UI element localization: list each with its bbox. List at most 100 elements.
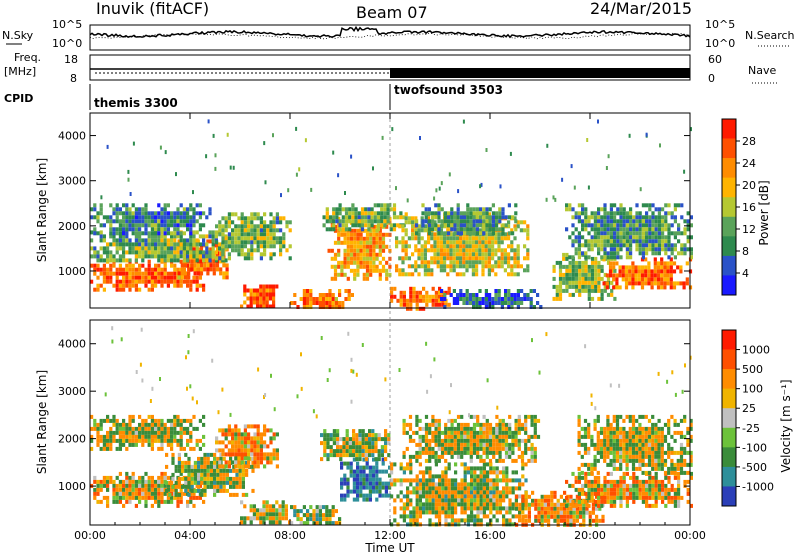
heatmap-cell bbox=[157, 483, 161, 488]
heatmap-cell bbox=[372, 469, 376, 474]
heatmap-cell bbox=[128, 219, 132, 224]
heatmap-cell bbox=[209, 476, 213, 481]
freq-axis-bottom: 8 bbox=[70, 72, 77, 85]
heatmap-cell bbox=[498, 502, 502, 507]
heatmap-cell bbox=[581, 223, 585, 228]
nsearch-label: N.Search bbox=[745, 29, 795, 42]
heatmap-cell bbox=[381, 236, 386, 241]
heatmap-cell bbox=[478, 301, 482, 305]
heatmap-cell bbox=[473, 490, 477, 495]
heatmap-cell bbox=[650, 269, 654, 274]
heatmap-cell bbox=[256, 512, 260, 517]
heatmap-cell bbox=[299, 521, 303, 526]
heatmap-cell bbox=[500, 252, 504, 257]
heatmap-cell bbox=[192, 254, 196, 259]
heatmap-cell bbox=[518, 486, 522, 491]
heatmap-cell bbox=[182, 430, 186, 435]
heatmap-cell bbox=[434, 302, 438, 307]
heatmap-cell bbox=[428, 298, 432, 303]
heatmap-cell bbox=[497, 248, 501, 253]
heatmap-cell bbox=[504, 442, 509, 447]
heatmap-cell bbox=[485, 434, 489, 439]
heatmap-cell bbox=[609, 207, 613, 212]
heatmap-cell bbox=[131, 223, 135, 228]
heatmap-cell bbox=[243, 240, 247, 245]
heatmap-cell bbox=[415, 422, 419, 427]
heatmap-cell bbox=[215, 436, 219, 441]
heatmap-cell bbox=[417, 228, 421, 233]
heatmap-cell bbox=[433, 196, 436, 201]
heatmap-cell bbox=[632, 219, 636, 224]
heatmap-cell bbox=[517, 442, 521, 447]
heatmap-cell bbox=[189, 495, 193, 500]
heatmap-cell bbox=[125, 267, 129, 272]
heatmap-cell bbox=[186, 223, 190, 228]
heatmap-cell bbox=[651, 243, 655, 248]
heatmap-cell bbox=[503, 236, 507, 241]
heatmap-cell bbox=[423, 244, 427, 249]
heatmap-cell bbox=[187, 275, 191, 280]
heatmap-cell bbox=[134, 238, 138, 243]
heatmap-cell bbox=[450, 211, 454, 216]
heatmap-cell bbox=[221, 236, 225, 241]
heatmap-cell bbox=[225, 267, 229, 272]
heatmap-cell bbox=[471, 256, 475, 261]
heatmap-cell bbox=[134, 254, 138, 259]
heatmap-cell bbox=[252, 516, 256, 521]
heatmap-cell bbox=[131, 219, 135, 224]
heatmap-cell bbox=[189, 254, 193, 259]
heatmap-cell bbox=[302, 505, 306, 510]
heatmap-cell bbox=[377, 449, 381, 454]
heatmap-cell bbox=[203, 492, 207, 497]
heatmap-cell bbox=[373, 203, 377, 208]
heatmap-cell bbox=[600, 268, 604, 273]
heatmap-cell bbox=[489, 470, 493, 475]
heatmap-cell bbox=[406, 490, 410, 495]
heatmap-cell bbox=[485, 446, 489, 451]
heatmap-cell bbox=[637, 265, 641, 270]
heatmap-cell bbox=[663, 269, 667, 274]
heatmap-cell bbox=[138, 227, 142, 232]
heatmap-cell bbox=[375, 256, 379, 261]
heatmap-cell bbox=[333, 240, 338, 245]
heatmap-cell bbox=[402, 510, 406, 515]
heatmap-cell bbox=[654, 235, 658, 240]
heatmap-cell bbox=[184, 480, 188, 485]
heatmap-cell bbox=[667, 243, 671, 248]
heatmap-cell bbox=[332, 150, 335, 155]
heatmap-cell bbox=[166, 483, 170, 488]
heatmap-cell bbox=[132, 141, 135, 146]
heatmap-cell bbox=[262, 288, 266, 293]
heatmap-cell bbox=[482, 486, 486, 491]
heatmap-cell bbox=[524, 506, 528, 511]
heatmap-cell bbox=[507, 252, 511, 257]
heatmap-cell bbox=[517, 418, 521, 423]
heatmap-cell bbox=[502, 498, 506, 503]
heatmap-cell bbox=[237, 456, 241, 461]
heatmap-cell bbox=[478, 236, 482, 241]
heatmap-cell bbox=[482, 514, 486, 519]
heatmap-cell bbox=[568, 264, 572, 269]
heatmap-cell bbox=[481, 256, 485, 261]
heatmap-cell bbox=[686, 247, 690, 252]
heatmap-cell bbox=[543, 498, 547, 503]
heatmap-cell bbox=[280, 193, 282, 198]
heatmap-cell bbox=[147, 219, 151, 224]
heatmap-cell bbox=[437, 422, 441, 427]
heatmap-cell bbox=[594, 280, 598, 285]
heatmap-cell bbox=[106, 279, 110, 284]
heatmap-cell bbox=[447, 462, 451, 467]
heatmap-cell bbox=[438, 514, 442, 519]
heatmap-cell bbox=[336, 453, 340, 458]
heatmap-cell bbox=[243, 516, 247, 521]
heatmap-cell bbox=[338, 305, 342, 309]
heatmap-cell bbox=[375, 489, 379, 494]
heatmap-cell bbox=[170, 442, 174, 447]
heatmap-cell bbox=[174, 492, 178, 497]
heatmap-cell bbox=[349, 465, 353, 470]
heatmap-cell bbox=[192, 215, 196, 220]
heatmap-cell bbox=[380, 453, 384, 458]
heatmap-cell bbox=[375, 473, 379, 478]
heatmap-cell bbox=[215, 247, 220, 252]
heatmap-cell bbox=[415, 494, 419, 499]
